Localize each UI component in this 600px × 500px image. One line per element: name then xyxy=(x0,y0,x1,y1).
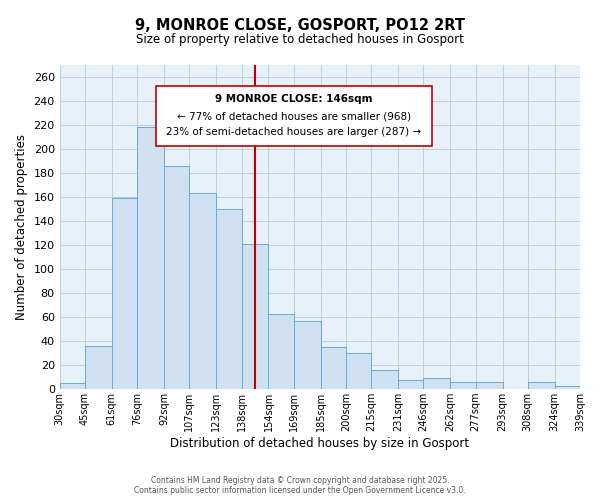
Text: 9, MONROE CLOSE, GOSPORT, PO12 2RT: 9, MONROE CLOSE, GOSPORT, PO12 2RT xyxy=(135,18,465,32)
Bar xyxy=(476,382,503,389)
Bar xyxy=(268,314,294,389)
Bar xyxy=(528,382,555,389)
Text: Size of property relative to detached houses in Gosport: Size of property relative to detached ho… xyxy=(136,32,464,46)
Bar xyxy=(555,386,580,389)
Text: 9 MONROE CLOSE: 146sqm: 9 MONROE CLOSE: 146sqm xyxy=(215,94,373,104)
Bar xyxy=(294,320,320,389)
Bar xyxy=(398,380,424,389)
X-axis label: Distribution of detached houses by size in Gosport: Distribution of detached houses by size … xyxy=(170,437,469,450)
FancyBboxPatch shape xyxy=(156,86,432,146)
Bar xyxy=(371,370,398,389)
Bar xyxy=(242,244,268,389)
Y-axis label: Number of detached properties: Number of detached properties xyxy=(15,134,28,320)
Bar xyxy=(216,209,242,389)
Text: 23% of semi-detached houses are larger (287) →: 23% of semi-detached houses are larger (… xyxy=(166,128,421,138)
Bar xyxy=(424,378,451,389)
Bar xyxy=(451,382,476,389)
Bar xyxy=(137,128,164,389)
Bar xyxy=(164,166,190,389)
Text: Contains public sector information licensed under the Open Government Licence v3: Contains public sector information licen… xyxy=(134,486,466,495)
Bar xyxy=(59,383,85,389)
Text: ← 77% of detached houses are smaller (968): ← 77% of detached houses are smaller (96… xyxy=(177,111,411,121)
Bar xyxy=(320,347,346,389)
Bar xyxy=(112,198,137,389)
Bar xyxy=(190,194,216,389)
Text: Contains HM Land Registry data © Crown copyright and database right 2025.: Contains HM Land Registry data © Crown c… xyxy=(151,476,449,485)
Bar xyxy=(85,346,112,389)
Bar xyxy=(346,353,371,389)
